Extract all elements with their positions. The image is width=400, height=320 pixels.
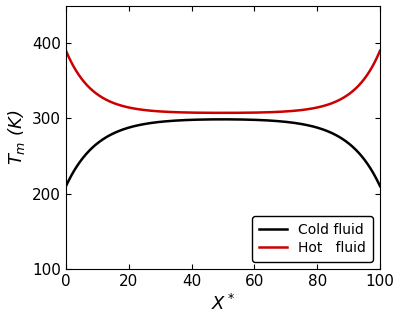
Line: Hot   fluid: Hot fluid bbox=[66, 51, 380, 113]
Cold fluid bbox=[190, 118, 195, 122]
Y-axis label: $T_m$ (K): $T_m$ (K) bbox=[6, 109, 26, 165]
Line: Cold fluid: Cold fluid bbox=[66, 119, 380, 186]
Hot   fluid bbox=[314, 106, 319, 109]
Hot   fluid bbox=[309, 107, 314, 111]
Hot   fluid bbox=[64, 49, 68, 52]
Hot   fluid bbox=[220, 111, 225, 115]
Hot   fluid bbox=[378, 49, 382, 52]
Cold fluid bbox=[280, 120, 284, 124]
Hot   fluid bbox=[190, 111, 195, 115]
Cold fluid bbox=[378, 184, 382, 188]
Hot   fluid bbox=[280, 110, 284, 114]
Legend: Cold fluid, Hot   fluid: Cold fluid, Hot fluid bbox=[252, 216, 373, 262]
Cold fluid bbox=[314, 125, 319, 129]
Cold fluid bbox=[220, 117, 225, 121]
Hot   fluid bbox=[96, 93, 100, 97]
Cold fluid bbox=[64, 184, 68, 188]
Cold fluid bbox=[202, 117, 207, 121]
Hot   fluid bbox=[202, 111, 207, 115]
Cold fluid bbox=[96, 141, 100, 145]
Cold fluid bbox=[309, 124, 314, 128]
X-axis label: $X^*$: $X^*$ bbox=[211, 294, 235, 315]
